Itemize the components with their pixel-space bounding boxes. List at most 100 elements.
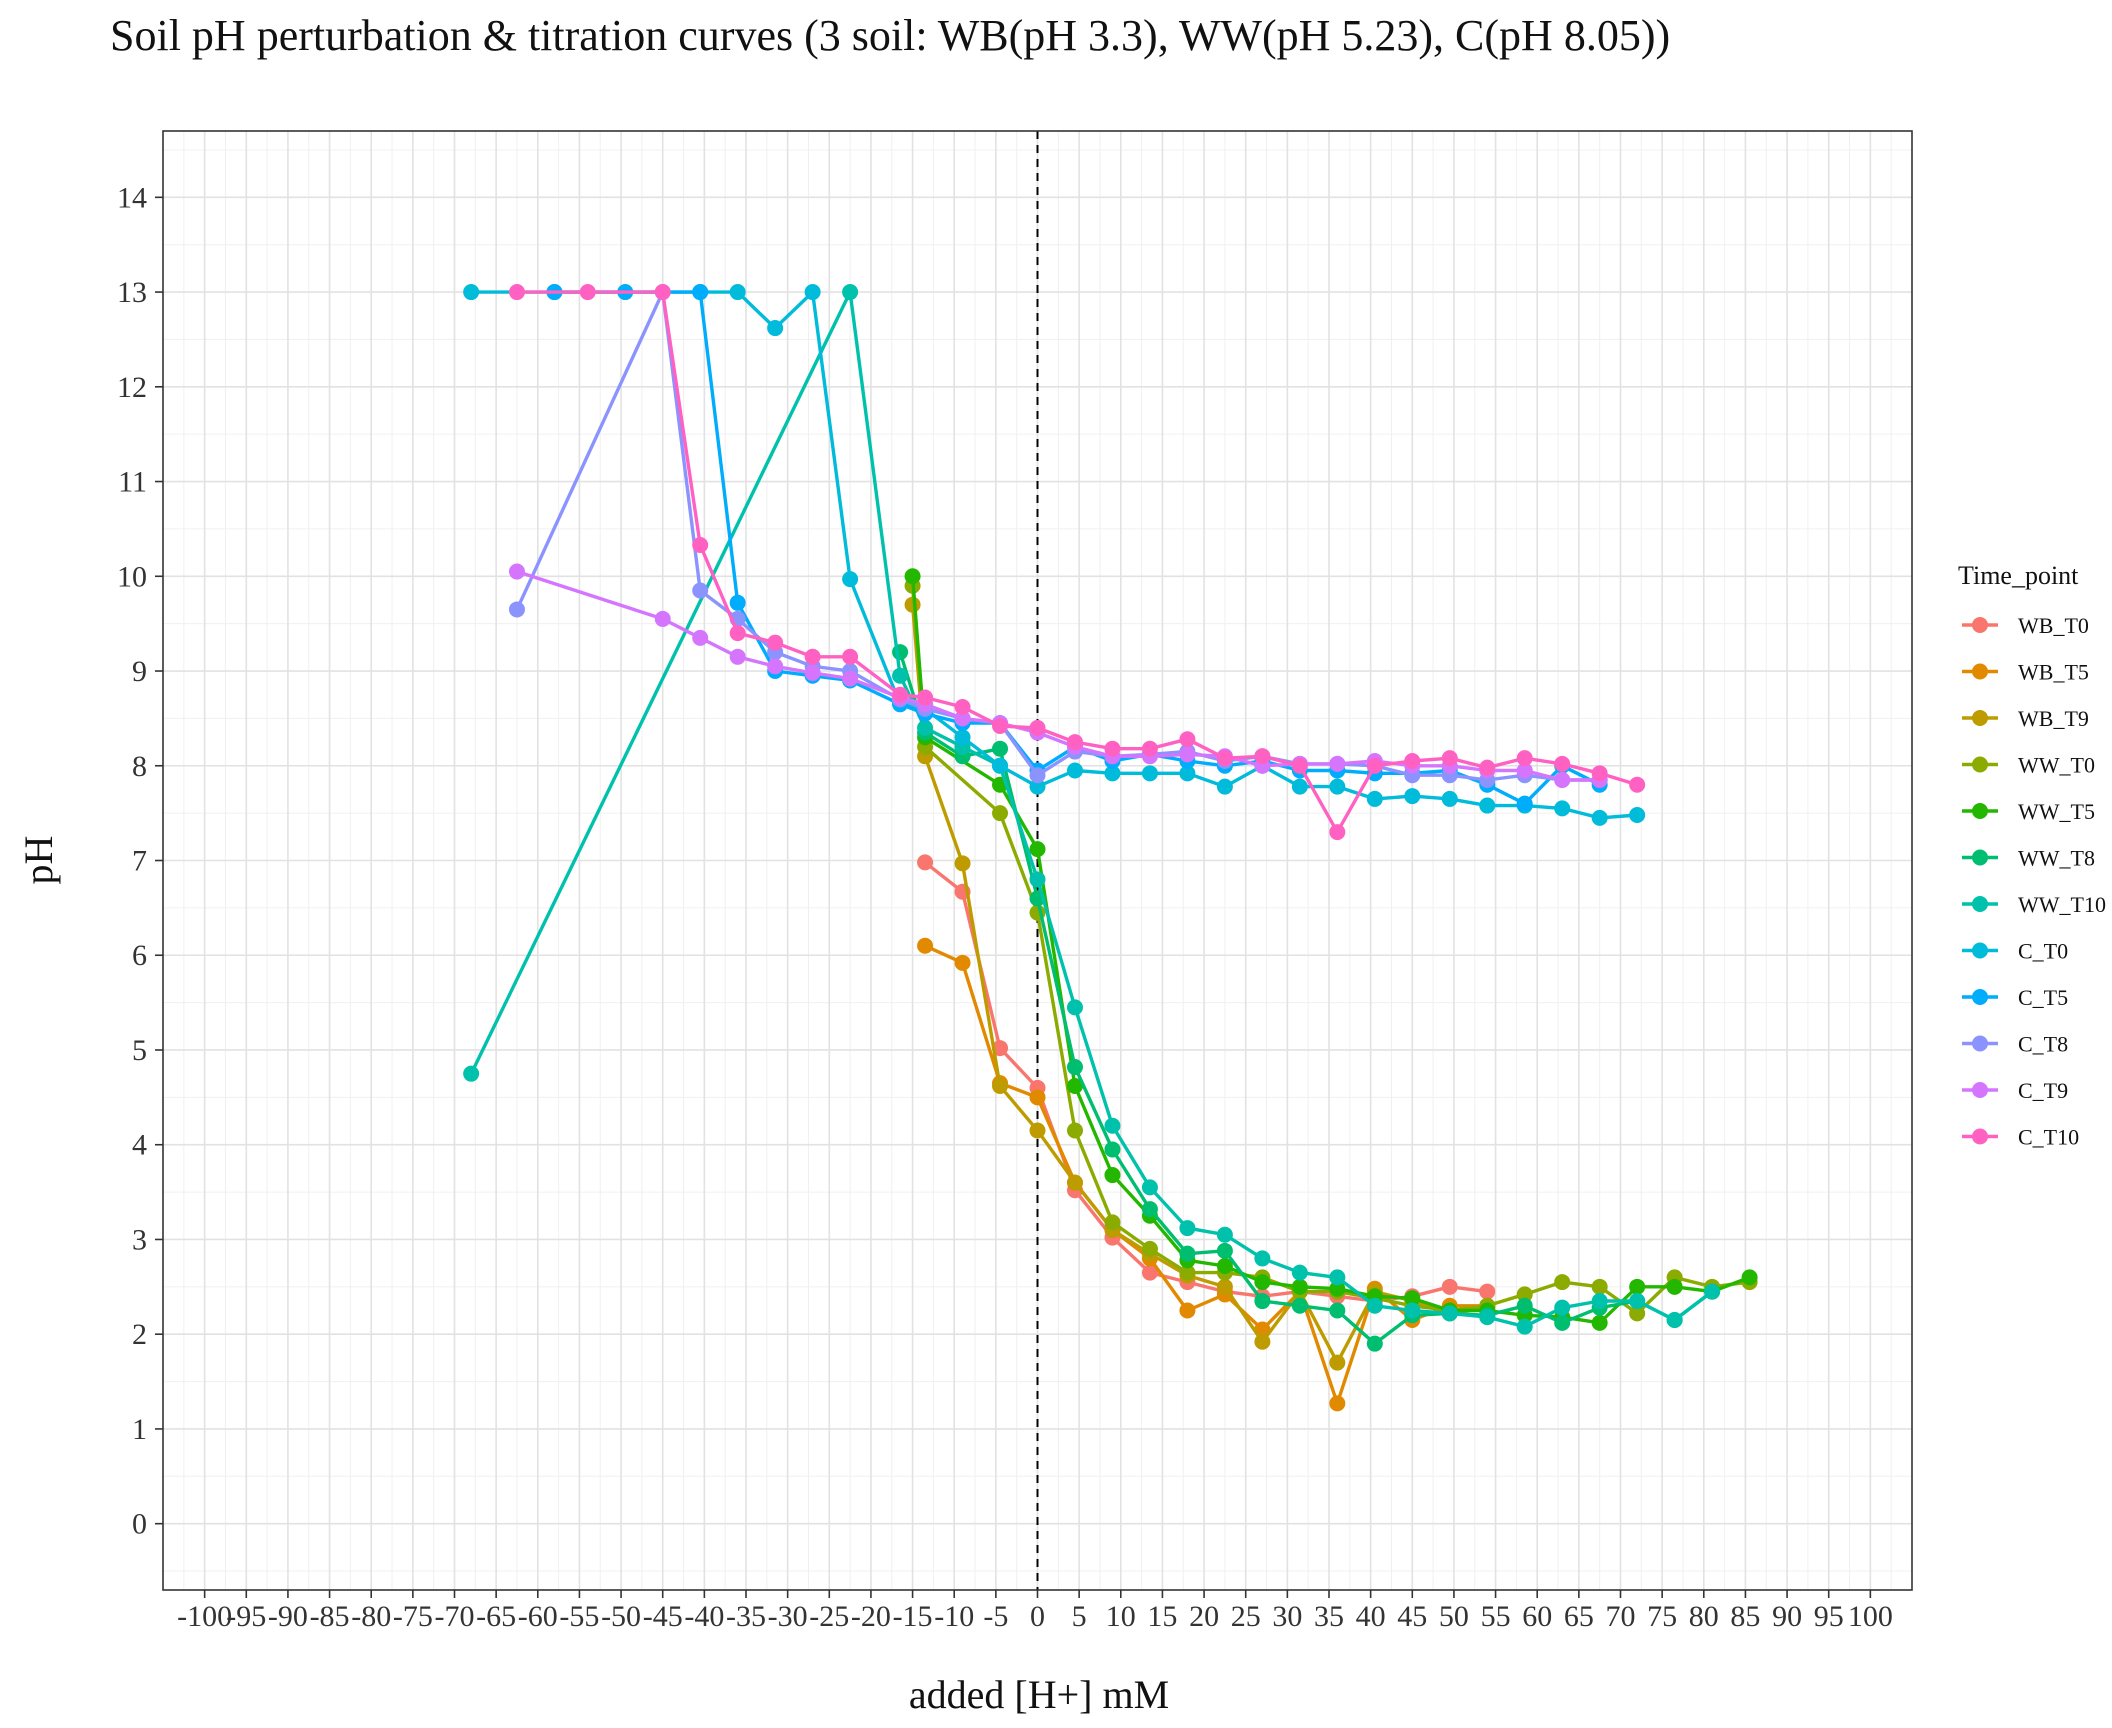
data-point-WW_T5: [1666, 1278, 1683, 1295]
data-point-C_T0: [729, 284, 746, 301]
data-point-C_T0: [954, 729, 971, 746]
x-tick-label: 50: [1439, 1600, 1469, 1633]
data-point-WW_T10: [1404, 1302, 1421, 1319]
data-point-WB_T0: [1141, 1264, 1158, 1281]
data-point-C_T10: [1404, 753, 1421, 770]
legend-label: WW_T5: [2018, 799, 2095, 824]
legend-item-WW_T0: WW_T0: [1962, 753, 2095, 778]
data-point-WB_T9: [954, 855, 971, 872]
chart-title: Soil pH perturbation & titration curves …: [110, 11, 1670, 60]
data-point-C_T0: [992, 757, 1009, 774]
data-point-C_T0: [1366, 790, 1383, 807]
data-point-C_T0: [1629, 807, 1646, 824]
legend-item-C_T0: C_T0: [1962, 939, 2068, 964]
data-point-WW_T10: [1554, 1299, 1571, 1316]
data-point-WW_T10: [1104, 1117, 1121, 1134]
x-tick-label: -100: [177, 1600, 232, 1633]
x-tick-label: 85: [1730, 1600, 1760, 1633]
data-point-C_T9: [1329, 755, 1346, 772]
data-point-WW_T5: [1029, 841, 1046, 858]
y-tick-label: 10: [117, 560, 147, 593]
x-tick-label: -40: [684, 1600, 724, 1633]
data-point-WB_T0: [1479, 1283, 1496, 1300]
legend-key-point: [1972, 849, 1988, 866]
x-tick-label: -35: [726, 1600, 766, 1633]
data-point-WW_T0: [1629, 1305, 1646, 1322]
legend-label: WW_T0: [2018, 753, 2095, 778]
data-point-C_T10: [1591, 765, 1608, 782]
x-tick-label: 10: [1106, 1600, 1136, 1633]
data-point-C_T10: [917, 689, 934, 706]
data-point-C_T8: [692, 582, 709, 599]
series-line-WB_T0: [924, 861, 1488, 1303]
data-point-WW_T10: [1629, 1293, 1646, 1310]
y-tick-label: 8: [132, 750, 147, 783]
y-tick-label: 14: [117, 181, 147, 214]
data-point-WW_T5: [1404, 1290, 1421, 1307]
data-point-C_T0: [1591, 809, 1608, 826]
legend-label: WB_T9: [2018, 706, 2089, 731]
data-point-C_T9: [508, 563, 525, 580]
y-tick-label: 1: [132, 1413, 147, 1446]
data-point-C_T0: [1104, 765, 1121, 782]
legend-label: C_T5: [2018, 985, 2068, 1010]
x-tick-label: 90: [1772, 1600, 1802, 1633]
data-point-WB_T5: [1179, 1302, 1196, 1319]
y-tick-label: 3: [132, 1223, 147, 1256]
data-point-WW_T10: [1704, 1283, 1721, 1300]
data-point-WB_T0: [1441, 1278, 1458, 1295]
data-point-C_T10: [804, 648, 821, 665]
data-point-WW_T8: [892, 644, 909, 661]
series-line-C_T0: [471, 290, 1638, 820]
data-point-C_T9: [1516, 762, 1533, 779]
data-point-WW_T10: [1366, 1297, 1383, 1314]
x-tick-label: -10: [934, 1600, 974, 1633]
y-tick-label: 11: [118, 466, 147, 499]
data-point-C_T0: [767, 320, 784, 337]
legend-item-C_T5: C_T5: [1962, 985, 2068, 1010]
data-point-C_T0: [1179, 765, 1196, 782]
data-point-WW_T5: [1329, 1280, 1346, 1297]
legend-label: C_T9: [2018, 1078, 2068, 1103]
data-point-WW_T10: [1666, 1311, 1683, 1328]
legend-key-point: [1972, 1128, 1988, 1145]
legend-label: WW_T10: [2018, 892, 2106, 917]
data-point-WW_T10: [842, 284, 859, 301]
data-point-C_T9: [767, 658, 784, 675]
y-tick-label: 5: [132, 1034, 147, 1067]
legend-key-point: [1972, 896, 1988, 912]
legend-key-point: [1972, 989, 1988, 1005]
x-tick-label: 55: [1481, 1600, 1511, 1633]
data-point-WW_T8: [1179, 1245, 1196, 1262]
data-point-WW_T0: [1066, 1122, 1083, 1139]
data-point-C_T0: [1479, 797, 1496, 814]
data-point-C_T10: [1554, 755, 1571, 772]
legend-title: Time_point: [1958, 561, 2079, 590]
y-axis-title: pH: [16, 836, 61, 885]
data-point-WW_T5: [1066, 1077, 1083, 1094]
y-tick-label: 7: [132, 845, 147, 878]
data-point-C_T10: [1479, 759, 1496, 776]
data-point-WW_T10: [1479, 1309, 1496, 1326]
data-point-C_T9: [804, 664, 821, 681]
x-tick-label: 45: [1397, 1600, 1427, 1633]
data-point-WW_T8: [1291, 1297, 1308, 1314]
data-point-C_T0: [1029, 778, 1046, 795]
data-point-WW_T10: [917, 719, 934, 736]
data-point-C_T0: [463, 284, 480, 301]
data-point-C_T0: [1141, 765, 1158, 782]
data-point-WW_T5: [1254, 1274, 1271, 1291]
data-point-C_T10: [1254, 748, 1271, 765]
legend-label: C_T10: [2018, 1125, 2079, 1150]
data-point-C_T10: [692, 537, 709, 554]
data-point-C_T10: [1141, 740, 1158, 757]
data-point-WW_T0: [1179, 1264, 1196, 1281]
x-tick-label: 5: [1072, 1600, 1087, 1633]
legend-item-WB_T5: WB_T5: [1962, 660, 2089, 685]
x-tick-label: -90: [268, 1600, 308, 1633]
data-point-WW_T8: [1104, 1141, 1121, 1158]
data-point-WW_T5: [1216, 1257, 1233, 1274]
data-point-WW_T8: [992, 740, 1009, 757]
series-WW_T5: [904, 568, 1758, 1331]
data-point-C_T10: [508, 284, 525, 301]
